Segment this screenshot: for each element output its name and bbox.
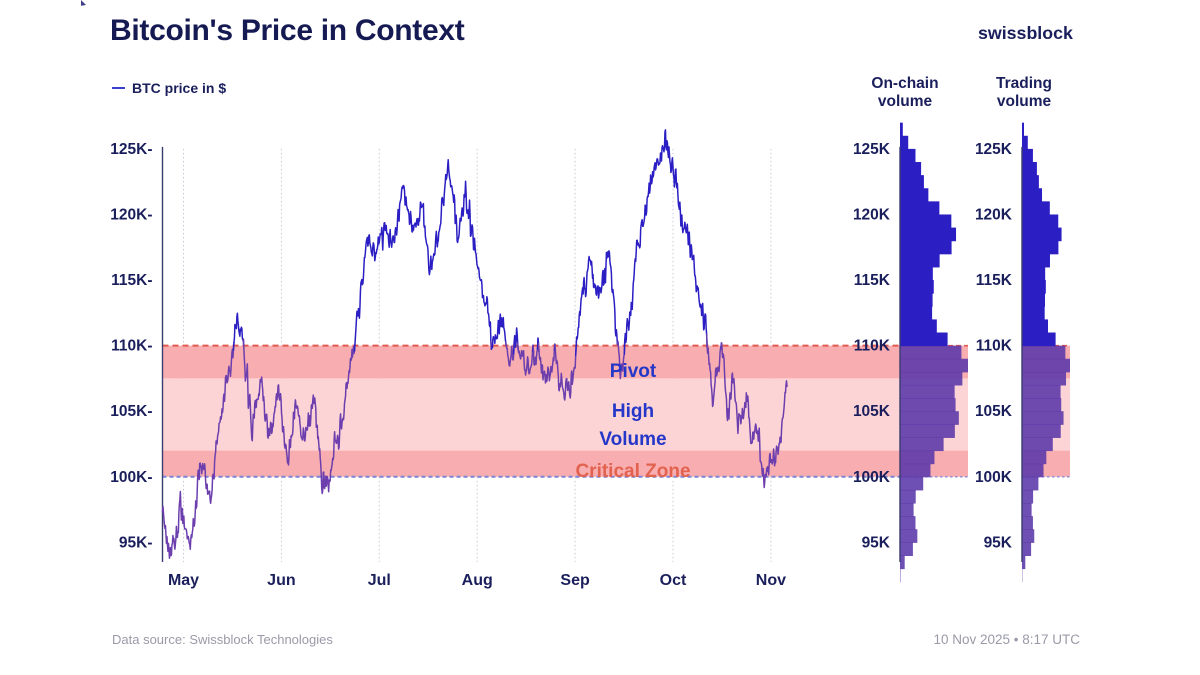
svg-text:105K-: 105K- — [110, 403, 152, 420]
svg-text:120K: 120K — [975, 206, 1013, 223]
svg-text:105K: 105K — [853, 403, 891, 420]
svg-text:125K: 125K — [975, 141, 1013, 158]
svg-text:110K: 110K — [854, 338, 891, 355]
svg-text:Aug: Aug — [462, 572, 493, 589]
svg-text:100K-: 100K- — [110, 469, 152, 486]
svg-text:95K: 95K — [862, 534, 891, 551]
svg-text:Sep: Sep — [560, 572, 590, 589]
svg-text:110K: 110K — [976, 338, 1013, 355]
svg-text:115K: 115K — [976, 272, 1013, 289]
svg-text:115K: 115K — [854, 272, 891, 289]
svg-text:115K-: 115K- — [111, 272, 152, 289]
svg-text:volume: volume — [997, 93, 1052, 110]
svg-text:On-chain: On-chain — [871, 75, 938, 92]
svg-text:Trading: Trading — [996, 75, 1052, 92]
svg-text:Jul: Jul — [368, 572, 391, 589]
svg-text:105K: 105K — [975, 403, 1013, 420]
svg-text:Oct: Oct — [660, 572, 687, 589]
svg-text:Critical Zone: Critical Zone — [575, 461, 690, 482]
svg-text:Nov: Nov — [756, 572, 786, 589]
svg-text:volume: volume — [878, 93, 933, 110]
svg-text:125K-: 125K- — [110, 141, 152, 158]
svg-text:125K: 125K — [853, 141, 891, 158]
svg-text:Jun: Jun — [267, 572, 295, 589]
svg-text:Pivot: Pivot — [610, 361, 657, 382]
svg-text:95K: 95K — [984, 534, 1013, 551]
svg-text:High: High — [612, 401, 654, 422]
svg-text:95K-: 95K- — [119, 534, 153, 551]
svg-text:120K: 120K — [853, 206, 891, 223]
svg-text:120K-: 120K- — [110, 206, 152, 223]
svg-text:110K-: 110K- — [111, 338, 152, 355]
svg-text:Volume: Volume — [599, 429, 666, 450]
svg-text:100K: 100K — [853, 469, 891, 486]
svg-text:May: May — [168, 572, 199, 589]
svg-text:100K: 100K — [975, 469, 1013, 486]
